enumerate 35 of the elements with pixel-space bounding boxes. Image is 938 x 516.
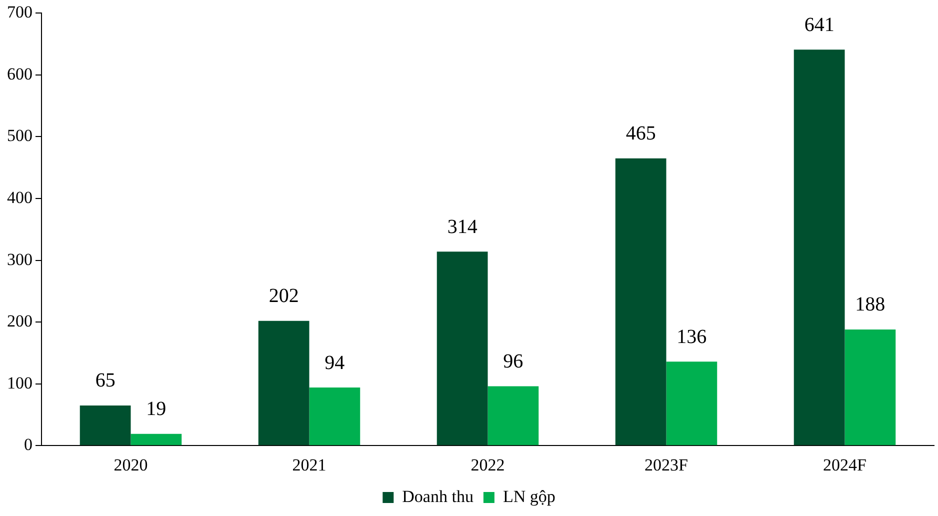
x-tick-label: 2023F [644,455,688,474]
data-label: 94 [324,352,345,374]
y-tick-label: 600 [7,64,32,84]
data-label: 641 [804,14,834,36]
y-tick-label: 700 [7,2,32,22]
bar [844,329,896,446]
data-label: 314 [447,216,478,238]
y-tick-label: 200 [7,312,32,331]
data-label: 96 [503,350,524,373]
x-tick-label: 2021 [292,455,326,474]
y-tick-label: 400 [7,188,32,207]
bar [309,388,360,446]
data-label: 188 [855,294,886,316]
data-label: 465 [626,122,656,145]
legend-label: LN gộp [502,486,556,506]
data-label: 136 [676,326,707,348]
bar [130,434,182,446]
y-tick-label: 0 [24,435,32,454]
data-label: 202 [268,285,299,308]
bar [258,320,310,446]
y-tick-label: 100 [7,373,32,392]
x-tick-label: 2020 [114,455,148,474]
bar [80,405,131,446]
legend-label: Doanh thu [402,486,474,506]
x-tick-label: 2024F [823,455,866,474]
bar [436,252,488,446]
bar [666,362,718,446]
y-tick-label: 300 [7,250,32,269]
data-label: 19 [146,398,166,420]
bar [488,386,539,446]
y-tick-label: 500 [7,126,32,146]
bar [794,50,845,446]
data-label: 65 [95,370,116,392]
bar [615,158,666,446]
x-tick-label: 2022 [470,455,505,474]
